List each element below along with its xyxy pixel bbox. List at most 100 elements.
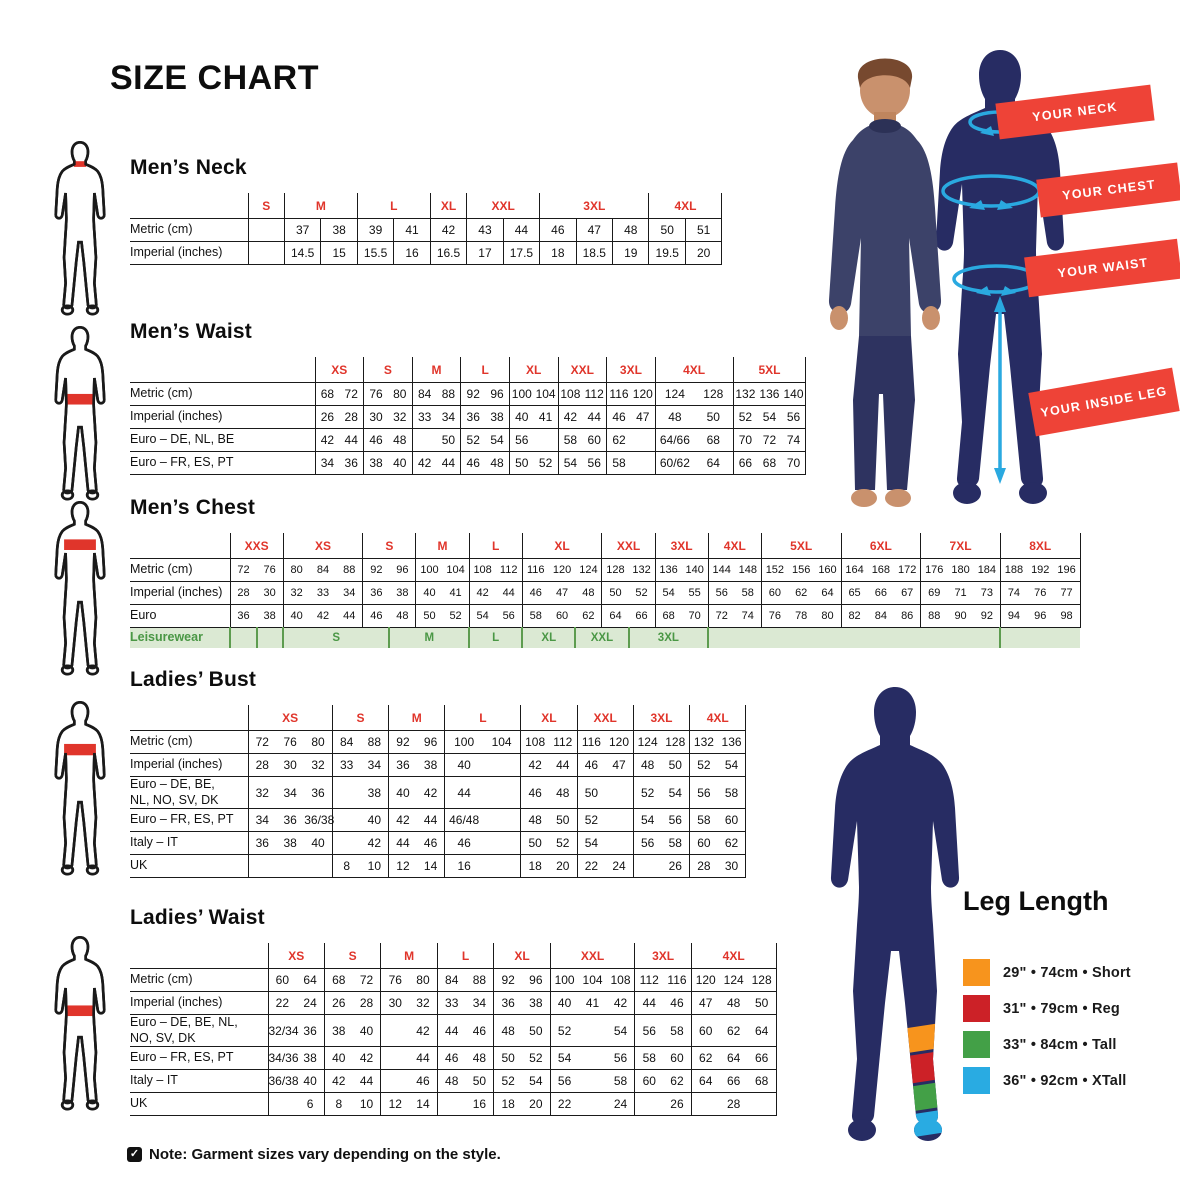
size-cell: 32/34 (267, 1014, 299, 1048)
size-cell: 36 (229, 604, 257, 628)
size-cell: 18 (539, 241, 577, 265)
size-cell: 46 (436, 1046, 466, 1071)
leg-silhouette (830, 687, 960, 1141)
size-cell: 108 (468, 558, 496, 582)
size-column-header: XL (520, 705, 578, 731)
size-cell: 40 (388, 776, 417, 810)
size-cell: 56 (781, 405, 807, 429)
size-cell: 62 (606, 428, 631, 452)
size-cell: 74 (781, 428, 807, 452)
size-column-header: S (247, 193, 285, 219)
size-cell: 60 (717, 808, 747, 833)
size-column-header: M (388, 705, 445, 731)
size-cell: 56 (632, 831, 662, 856)
body-outline-graphic (54, 325, 106, 501)
size-cell: 48 (389, 604, 416, 628)
row-label: Euro – FR, ES, PT (130, 451, 315, 475)
leisurewear-cell (255, 627, 284, 648)
row-label-header (130, 193, 248, 219)
leg-length-graphic (830, 687, 960, 1141)
row-label: Imperial (inches) (130, 405, 315, 429)
row-label: Metric (cm) (130, 382, 315, 406)
size-cell: 104 (482, 730, 521, 754)
row-label: UK (130, 1092, 268, 1117)
size-cell: 44 (339, 428, 364, 452)
size-cell (578, 1014, 607, 1048)
size-cell: 10 (352, 1092, 381, 1117)
size-cell: 76 (760, 604, 788, 628)
size-cell: 30 (717, 854, 747, 879)
size-cell: 36 (276, 808, 305, 833)
size-cell: 54 (606, 1014, 635, 1048)
size-cell: 54 (522, 1069, 551, 1094)
size-cell: 124 (719, 968, 748, 992)
size-cell: 34 (360, 753, 389, 777)
size-cell: 68 (757, 451, 782, 475)
size-column-header: 3XL (654, 533, 709, 559)
size-cell: 88 (336, 558, 363, 582)
row-label: Metric (cm) (130, 558, 230, 582)
size-cell: 54 (661, 776, 690, 810)
size-cell: 62 (717, 831, 747, 856)
size-cell: 72 (247, 730, 277, 754)
size-table: XS S M L XL XXL 3XL 4XL Metric (cm) 72 76 80 84 88 92 9… (130, 705, 747, 879)
legend-item-xtall: 36" • 92cm • XTall (963, 1067, 1180, 1094)
size-cell: 15.5 (356, 241, 394, 265)
size-cell: 67 (894, 581, 921, 605)
size-cell: 71 (947, 581, 974, 605)
size-cell: 124 (632, 730, 662, 754)
size-cell: 88 (436, 382, 461, 406)
size-column-header: 4XL (654, 357, 733, 383)
size-cell: 64 (690, 1069, 720, 1094)
size-cell (267, 1092, 297, 1117)
size-cell (482, 753, 521, 777)
row-label: UK (130, 854, 248, 879)
section-title: Men’s Chest (130, 496, 256, 519)
size-cell: 64 (747, 1014, 777, 1048)
size-cell: 52 (460, 428, 486, 452)
size-cell: 65 (840, 581, 868, 605)
size-cell: 17 (466, 241, 504, 265)
size-table: XS S M L XL XXL 3XL 4XL Metric (cm) 60 64 68 72 76 80 8… (130, 943, 777, 1117)
size-cell: 46 (362, 604, 390, 628)
size-cell: 108 (606, 968, 635, 992)
size-cell: 40 (360, 808, 389, 833)
row-label: Euro – DE, BE, NL, NO, SV, DK (130, 1014, 268, 1048)
size-cell (630, 428, 656, 452)
size-cell: 50 (648, 218, 686, 242)
size-cell: 84 (867, 604, 895, 628)
size-cell: 42 (323, 1069, 353, 1094)
size-cell (247, 218, 285, 242)
size-cell: 108 (520, 730, 549, 754)
size-cell: 100 (444, 730, 483, 754)
male-silhouette-icon (47, 140, 113, 318)
size-cell (690, 1092, 720, 1117)
size-cell: 80 (814, 604, 842, 628)
size-cell: 18 (493, 1092, 522, 1117)
size-cell: 34 (314, 451, 340, 475)
size-cell: 80 (282, 558, 310, 582)
leisurewear-cell: XXL (574, 627, 629, 648)
measurement-figure: YOUR NECK YOUR CHEST YOUR WAIST YOUR INS… (795, 28, 1180, 528)
size-cell: 180 (947, 558, 974, 582)
size-cell: 38 (256, 604, 284, 628)
size-cell: 40 (296, 1069, 325, 1094)
size-cell: 44 (336, 604, 363, 628)
size-cell (533, 428, 558, 452)
size-cell: 48 (465, 1046, 494, 1071)
size-cell: 42 (606, 991, 635, 1015)
size-cell: 42 (411, 451, 437, 475)
size-cell: 44 (388, 831, 417, 856)
size-cell: 56 (508, 428, 534, 452)
size-cell: 44 (634, 991, 664, 1015)
size-cell: 132 (628, 558, 656, 582)
size-cell: 56 (689, 776, 718, 810)
size-cell: 58 (557, 428, 583, 452)
size-cell: 152 (760, 558, 788, 582)
size-cell: 38 (276, 831, 305, 856)
size-cell: 30 (276, 753, 305, 777)
size-cell: 128 (661, 730, 690, 754)
row-label: Imperial (inches) (130, 241, 248, 265)
size-cell: 38 (323, 1014, 353, 1048)
size-cell: 50 (493, 1046, 522, 1071)
